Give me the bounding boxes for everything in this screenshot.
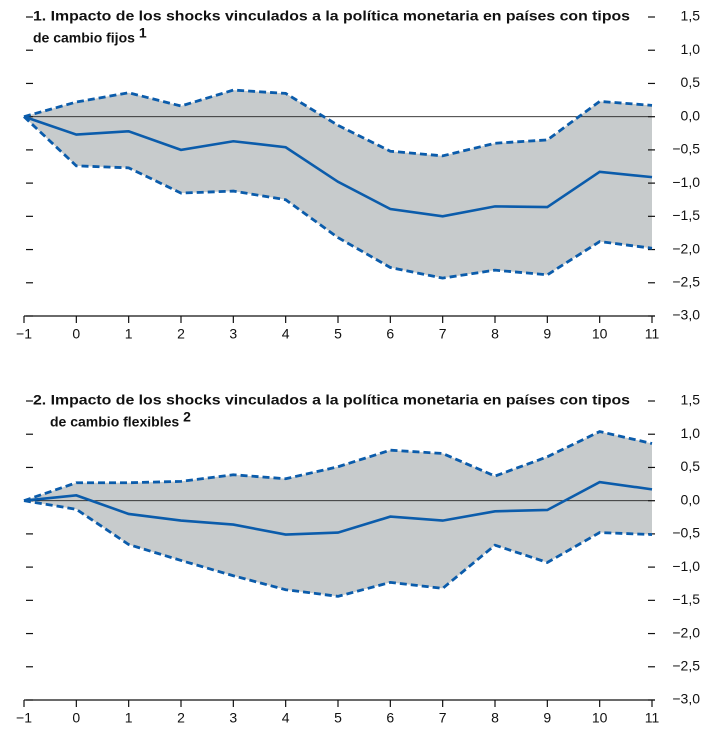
- x-tick-label: 3: [229, 710, 237, 726]
- chart-title: de cambio fijos: [33, 30, 135, 46]
- chart-title: de cambio flexibles: [50, 414, 179, 430]
- y-tick-label: 0,0: [681, 491, 701, 507]
- central-line: [23, 115, 653, 218]
- x-tick-label: 9: [543, 326, 551, 342]
- y-tick-label: −3,0: [672, 691, 700, 707]
- x-tick-label: 10: [592, 710, 608, 726]
- confidence-band: [24, 431, 652, 597]
- x-tick-label: 4: [282, 710, 290, 726]
- x-tick-label: 4: [282, 326, 290, 342]
- chart-title: 2. Impacto de los shocks vinculados a la…: [33, 392, 630, 408]
- y-tick-label: 1,5: [681, 392, 701, 408]
- panel: 2. Impacto de los shocks vinculados a la…: [16, 392, 700, 726]
- x-tick-label: 11: [645, 710, 660, 726]
- y-tick-label: −0,5: [672, 141, 700, 157]
- x-tick-label: 6: [386, 710, 394, 726]
- x-tick-label: 1: [125, 326, 133, 342]
- y-tick-label: 1,0: [681, 425, 701, 441]
- band-edge-line: [23, 430, 653, 502]
- x-tick-label: 1: [125, 710, 133, 726]
- y-tick-label: −0,5: [672, 525, 700, 541]
- x-tick-label: 6: [386, 326, 394, 342]
- y-tick-label: −3,0: [672, 307, 700, 323]
- title-footnote-mark: 1: [139, 25, 147, 41]
- x-tick-label: 11: [645, 326, 660, 342]
- y-tick-label: 0,5: [681, 458, 701, 474]
- x-tick-label: 8: [491, 710, 499, 726]
- chart-title: 1. Impacto de los shocks vinculados a la…: [33, 8, 630, 24]
- y-tick-label: −1,5: [672, 207, 700, 223]
- x-tick-label: 0: [72, 326, 80, 342]
- y-tick-label: −2,5: [672, 273, 700, 289]
- x-tick-label: 7: [439, 710, 447, 726]
- x-tick-label: 2: [177, 326, 185, 342]
- y-tick-label: −1,0: [672, 558, 700, 574]
- x-tick-label: 9: [543, 710, 551, 726]
- y-tick-label: −1,5: [672, 591, 700, 607]
- y-tick-label: −1,0: [672, 174, 700, 190]
- y-tick-label: −2,0: [672, 240, 700, 256]
- x-tick-label: −1: [16, 326, 32, 342]
- x-tick-label: 2: [177, 710, 185, 726]
- band-edge-line: [23, 499, 653, 598]
- y-tick-label: −2,5: [672, 657, 700, 673]
- central-line: [23, 480, 653, 536]
- title-footnote-mark: 2: [183, 409, 191, 425]
- x-tick-label: 0: [72, 710, 80, 726]
- y-tick-label: 0,0: [681, 107, 701, 123]
- y-tick-label: 0,5: [681, 74, 701, 90]
- y-tick-label: 1,0: [681, 41, 701, 57]
- y-tick-label: 1,5: [681, 8, 701, 24]
- x-tick-label: 7: [439, 326, 447, 342]
- x-tick-label: 5: [334, 710, 342, 726]
- confidence-band: [24, 90, 652, 279]
- x-tick-label: 8: [491, 326, 499, 342]
- x-tick-label: 5: [334, 326, 342, 342]
- x-tick-label: −1: [16, 710, 32, 726]
- x-tick-label: 3: [229, 326, 237, 342]
- band-edge-line: [23, 115, 653, 280]
- y-tick-label: −2,0: [672, 624, 700, 640]
- panel: 1. Impacto de los shocks vinculados a la…: [16, 8, 700, 342]
- x-tick-label: 10: [592, 326, 608, 342]
